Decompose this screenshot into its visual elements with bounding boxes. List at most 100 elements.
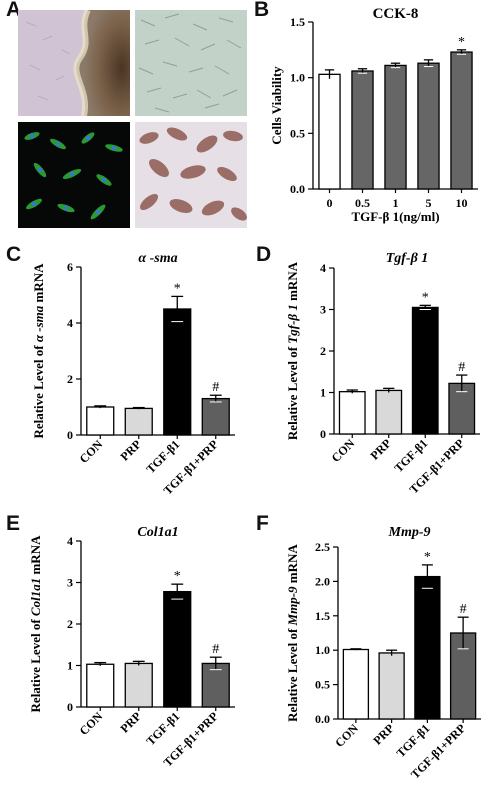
bar-PRP	[375, 389, 403, 435]
significance-mark: #	[460, 602, 467, 617]
y-tick-label: 1.5	[315, 609, 330, 623]
x-tick-label: CON	[332, 721, 361, 750]
y-axis-label: Relative Level of Mmp-9 mRNA	[285, 544, 300, 722]
x-tick-label: CON	[77, 437, 106, 466]
bar-TGF-β1+PRP	[201, 662, 230, 708]
bar-10	[450, 51, 473, 190]
x-tick-label: PRP	[370, 721, 396, 747]
bar-TGF-β1+PRP	[448, 382, 476, 435]
significance-mark: *	[422, 290, 429, 305]
x-tick-label: TGF-β1+PRP	[161, 437, 221, 497]
bar-5	[417, 62, 440, 190]
y-tick-label: 4	[67, 316, 73, 330]
x-tick-label: PRP	[117, 437, 143, 463]
significance-mark: *	[424, 550, 431, 565]
micrograph-tissue-explant	[18, 10, 130, 116]
micrograph-immunohistochemistry	[135, 122, 247, 228]
bar-PRP	[124, 407, 153, 436]
bar-1	[384, 64, 407, 190]
bar-PRP	[378, 652, 405, 720]
x-tick-label: 5	[426, 196, 432, 210]
significance-mark: *	[174, 569, 181, 584]
y-axis-label-part: mRNA	[285, 261, 300, 304]
bar-CON	[86, 406, 115, 436]
bar-TGF-β1	[411, 306, 439, 435]
panel-letter-f: F	[256, 512, 269, 535]
chart-panel-b: 0.0 0.5 1.0 1.5 0 0.5 1 5 * 10 CCK-8 TGF-β 1(ng/ml)…	[269, 6, 478, 224]
y-tick-label: 4	[67, 534, 73, 548]
panel-letter-e: E	[6, 512, 21, 535]
panel-letter-a: A	[6, 0, 22, 21]
y-tick-label: 0	[67, 428, 73, 442]
chart-panel-f: 0.0 0.5 1.0 1.5 2.0 2.5 CON PRP * TGF-β1 # TGF-β1+P…	[285, 525, 481, 781]
x-tick-label: PRP	[367, 436, 393, 462]
x-tick-label: CON	[77, 709, 106, 738]
y-tick-label: 3	[320, 303, 326, 317]
y-tick-label: 1.0	[315, 643, 330, 657]
y-tick-label: 2.5	[315, 540, 330, 554]
x-tick-label: 10	[456, 196, 468, 210]
bar-TGF-β1	[163, 308, 192, 436]
y-axis-label-part: Relative Level of	[28, 616, 43, 712]
bar-TGF-β1	[163, 590, 192, 708]
x-tick-label: TGF-β1	[143, 437, 182, 476]
chart-title: Tgf-β 1	[386, 251, 429, 266]
y-tick-label: 4	[320, 261, 326, 275]
bar-CON	[342, 648, 370, 720]
chart-title: CCK-8	[373, 6, 419, 22]
y-axis-label-part: mRNA	[28, 535, 43, 578]
panel-letter-b: B	[254, 0, 270, 21]
y-axis-label-part: Relative Level of	[31, 342, 46, 438]
y-tick-label: 6	[67, 260, 73, 274]
y-axis-label-part: Col1a1	[28, 578, 43, 616]
x-tick-label: 0	[327, 196, 333, 210]
bar-TGF-β1+PRP	[201, 397, 230, 436]
y-tick-label: 2	[320, 344, 326, 358]
panel-letter-c: C	[6, 243, 22, 266]
y-tick-label: 2	[67, 617, 73, 631]
y-axis-label-part: Tgf-β 1	[285, 304, 300, 344]
micrograph-fibroblast-phase	[135, 10, 247, 116]
x-tick-label: CON	[329, 436, 358, 465]
x-tick-label: TGF-β1+PRP	[161, 709, 221, 769]
y-axis-label: Cells Viability	[269, 66, 284, 145]
bar-0	[318, 73, 341, 190]
y-axis-label: Relative Level of Col1a1 mRNA	[28, 535, 43, 713]
y-axis-label-part: Mmp-9	[285, 586, 300, 627]
y-axis-label-part: mRNA	[285, 544, 300, 587]
x-tick-label: TGF-β1	[394, 721, 433, 760]
significance-mark: *	[174, 281, 181, 296]
y-axis-label: Relative Level of Tgf-β 1 mRNA	[285, 261, 300, 440]
x-tick-label: 1	[393, 196, 399, 210]
bar-CON	[338, 391, 366, 435]
y-tick-label: 1	[67, 659, 73, 673]
y-tick-label: 1.0	[290, 71, 305, 85]
y-tick-label: 1.5	[290, 15, 305, 29]
chart-title: Mmp-9	[388, 525, 431, 540]
y-axis-label-part: mRNA	[31, 263, 46, 306]
y-axis-label: Relative Level of α -sma mRNA	[31, 263, 46, 439]
y-tick-label: 0	[67, 700, 73, 714]
y-tick-label: 1	[320, 386, 326, 400]
x-axis-label: TGF-β 1(ng/ml)	[351, 209, 439, 224]
bar-PRP	[124, 662, 153, 708]
panel-letter-d: D	[256, 243, 272, 266]
y-axis-label-part: Relative Level of	[285, 625, 300, 721]
x-tick-label: PRP	[117, 709, 143, 735]
y-tick-label: 2.0	[315, 574, 330, 588]
y-tick-label: 0	[320, 427, 326, 441]
significance-mark: #	[458, 360, 465, 375]
y-axis-label-part: Relative Level of	[285, 344, 300, 440]
bar-TGF-β1	[414, 575, 441, 720]
x-tick-label: 0.5	[355, 196, 370, 210]
bar-0.5	[351, 70, 374, 190]
y-axis-label-part: α -sma	[31, 305, 46, 342]
significance-mark: #	[212, 642, 219, 657]
y-tick-label: 3	[67, 576, 73, 590]
chart-title: Col1a1	[137, 525, 178, 540]
bar-CON	[86, 663, 115, 708]
x-tick-label: TGF-β1+PRP	[407, 436, 467, 496]
